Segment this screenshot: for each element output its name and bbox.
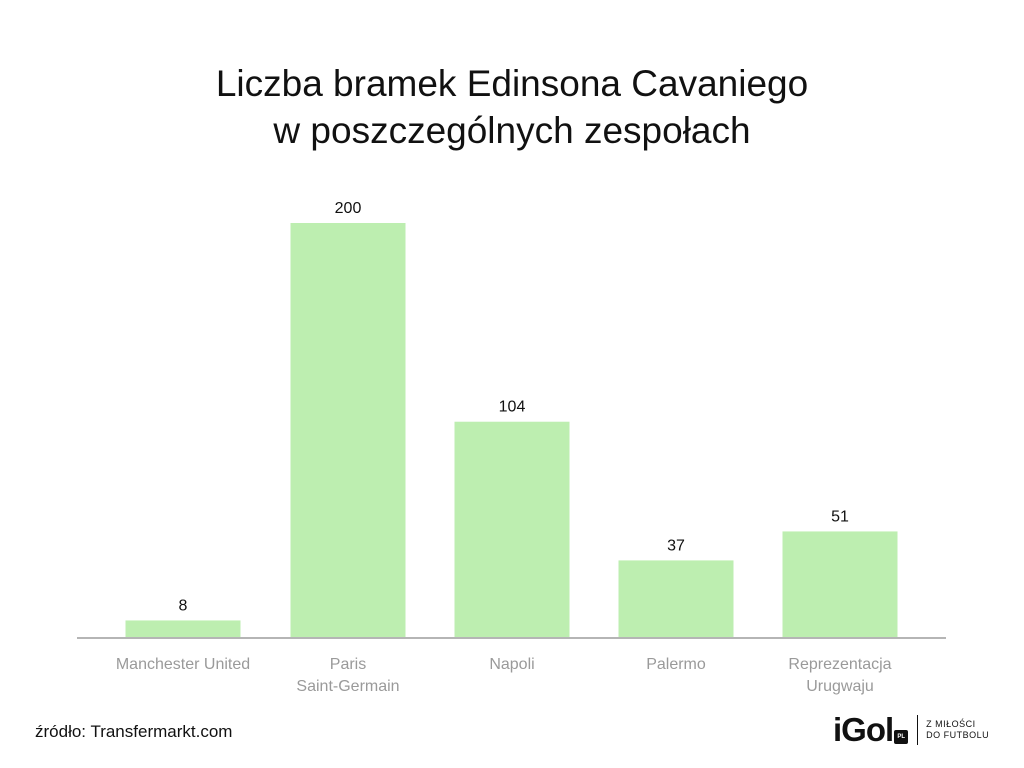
source-note: źródło: Transfermarkt.com (35, 722, 233, 741)
bar-1 (290, 223, 406, 637)
bar-2 (454, 421, 570, 637)
logo-tagline: Z MIŁOŚCI DO FUTBOLU (926, 719, 989, 741)
logo-mark: iGol (833, 711, 894, 748)
logo-divider (917, 715, 919, 745)
category-label-4-line-1: Urugwaju (806, 678, 874, 695)
value-label-0: 8 (179, 597, 188, 614)
value-label-4: 51 (831, 508, 849, 525)
category-label-1-line-0: Paris (330, 656, 366, 673)
chart-title: Liczba bramek Edinsona Cavaniego w poszc… (0, 60, 1024, 154)
logo-tagline-line-2: DO FUTBOLU (926, 730, 990, 740)
category-labels-layer: Manchester United Paris Saint-Germain Napol… (116, 656, 892, 695)
value-label-3: 37 (667, 537, 685, 554)
bar-4 (782, 531, 898, 637)
value-labels-layer: 8 200 104 37 51 (179, 200, 849, 614)
category-label-4-line-0: Reprezentacja (788, 656, 891, 673)
igol-logo: iGol PL Z MIŁOŚCI DO FUTBOLU (833, 712, 989, 748)
bars-layer (125, 223, 898, 637)
bar-3 (618, 560, 734, 637)
category-label-2-line-0: Napoli (489, 656, 534, 673)
chart-title-line-2: w poszczególnych zespołach (273, 110, 751, 151)
category-label-1-line-1: Saint-Germain (296, 678, 399, 695)
chart-title-line-1: Liczba bramek Edinsona Cavaniego (215, 63, 809, 104)
category-label-3-line-0: Palermo (646, 656, 706, 673)
value-label-2: 104 (499, 399, 526, 416)
category-label-0-line-0: Manchester United (116, 656, 250, 673)
bar-0 (125, 620, 241, 637)
logo-badge-icon: PL (894, 730, 909, 744)
logo-tagline-line-1: Z MIŁOŚCI (926, 719, 976, 729)
value-label-1: 200 (335, 200, 362, 217)
